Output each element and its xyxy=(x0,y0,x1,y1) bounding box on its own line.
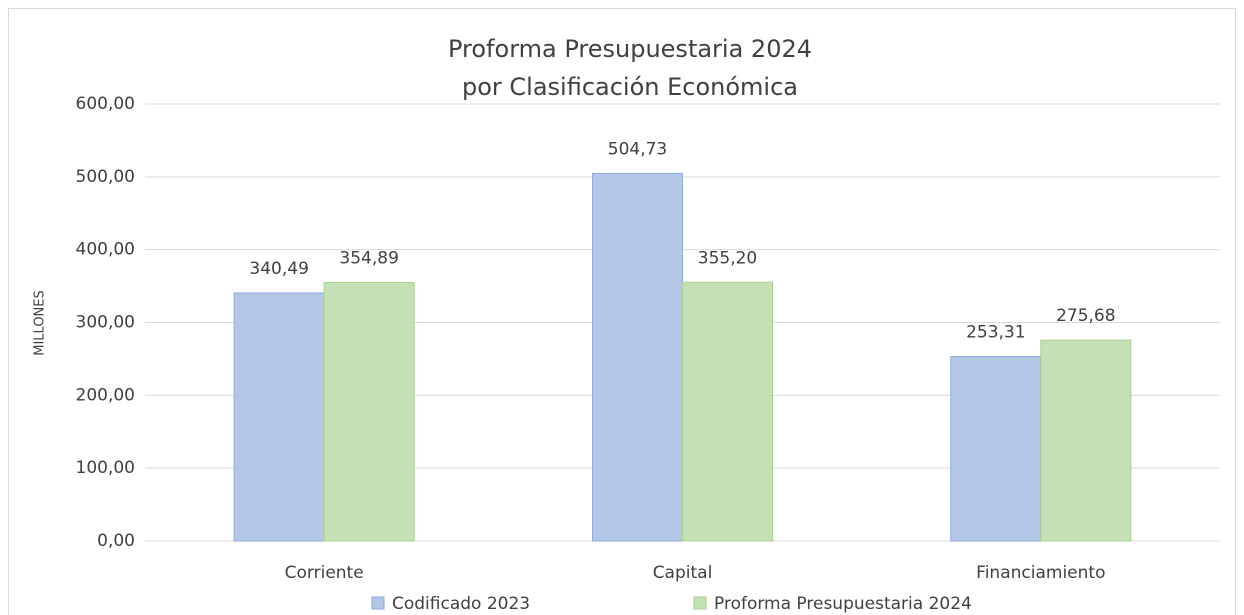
value-label: 275,68 xyxy=(1056,306,1115,326)
y-tick-label: 100,00 xyxy=(76,458,135,478)
y-tick-label: 200,00 xyxy=(76,385,135,405)
value-label: 504,73 xyxy=(608,139,667,159)
legend-label: Codificado 2023 xyxy=(392,594,530,614)
bar xyxy=(950,356,1042,542)
chart-title: Proforma Presupuestaria 2024 xyxy=(448,35,812,63)
bar xyxy=(1040,339,1132,542)
y-tick-label: 300,00 xyxy=(76,313,135,333)
y-tick-label: 500,00 xyxy=(76,167,135,187)
chart-title: por Clasificación Económica xyxy=(462,73,798,101)
x-tick-label: Capital xyxy=(653,563,713,583)
bar xyxy=(323,282,415,542)
value-label: 253,31 xyxy=(966,323,1025,343)
value-label: 340,49 xyxy=(249,259,308,279)
x-tick-label: Corriente xyxy=(285,563,364,583)
legend-label: Proforma Presupuestaria 2024 xyxy=(714,594,972,614)
bar xyxy=(592,172,683,542)
legend-swatch xyxy=(371,596,385,610)
legend-swatch xyxy=(693,596,707,610)
y-tick-label: 0,00 xyxy=(97,531,135,551)
bar xyxy=(682,281,773,542)
x-tick-label: Financiamiento xyxy=(976,563,1105,583)
value-label: 354,89 xyxy=(339,249,398,269)
y-axis-label: MILLONES xyxy=(33,290,48,356)
y-tick-label: 400,00 xyxy=(76,240,135,260)
bar xyxy=(233,292,325,542)
y-tick-label: 600,00 xyxy=(76,94,135,114)
value-label: 355,20 xyxy=(698,248,757,268)
